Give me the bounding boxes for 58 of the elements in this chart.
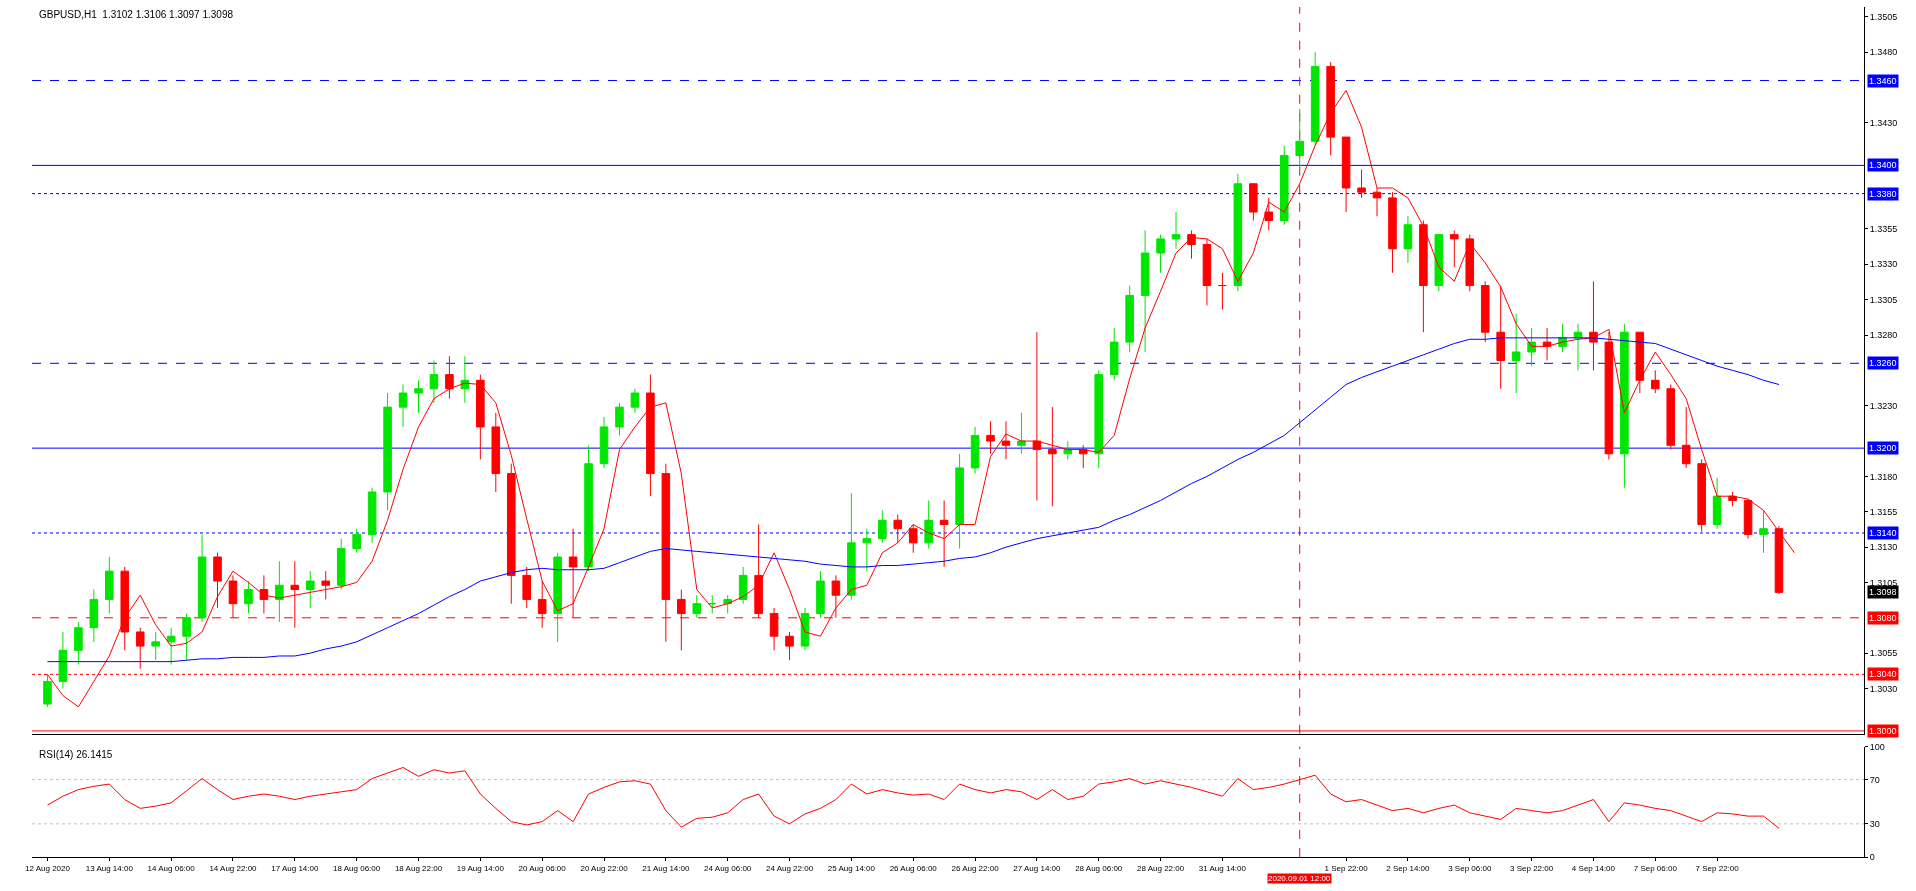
ref-line-label: 1.3200 [1869,443,1897,453]
ref-line-label: 1.3080 [1869,613,1897,623]
x-tick-label: 18 Aug 06:00 [333,863,381,873]
ref-line-label: 1.3460 [1869,76,1897,86]
x-tick-label: 4 Sep 14:00 [1571,863,1616,873]
y-tick-label: 1.3305 [1869,294,1898,305]
x-tick-label: 3 Sep 22:00 [1510,863,1554,873]
x-tick-label: 20 Aug 06:00 [518,863,567,873]
x-tick-label: 31 Aug 14:00 [1198,863,1247,873]
ref-line-label: 1.3000 [1869,726,1897,736]
x-tick-label: 2 Sep 14:00 [1386,863,1431,873]
y-tick-label: 1.3280 [1869,330,1898,341]
ref-line-label: 1.3140 [1869,528,1897,538]
x-tick-label: 26 Aug 06:00 [889,863,938,873]
y-tick-label: 0 [1869,852,1875,863]
y-tick-label: 70 [1869,774,1880,785]
x-tick-label: 20 Aug 22:00 [580,863,629,873]
ref-line-label: 1.3040 [1869,669,1897,679]
y-tick-label: 1.3030 [1869,683,1898,694]
x-tick-label: 24 Aug 06:00 [704,863,752,873]
x-tick-label: 19 Aug 14:00 [456,863,505,873]
chart-title: GBPUSD,H1 1.3102 1.3106 1.3097 1.3098 [39,9,234,20]
x-tick-label: 2020.09.01 12:00 [1268,874,1331,883]
x-tick-label: 7 Sep 06:00 [1633,863,1678,873]
x-tick-label: 27 Aug 14:00 [1013,863,1062,873]
y-tick-label: 1.3155 [1869,506,1898,517]
x-tick-label: 18 Aug 22:00 [394,863,443,873]
y-tick-label: 1.3330 [1869,259,1898,270]
chart-title: RSI(14) 26.1415 [39,749,113,760]
y-tick-label: 100 [1869,741,1885,752]
x-tick-label: 21 Aug 14:00 [642,863,690,873]
y-tick-label: 30 [1869,819,1880,829]
ref-line-label: 1.3400 [1869,160,1897,170]
y-tick-label: 1.3430 [1869,118,1898,129]
y-tick-label: 1.3230 [1869,400,1898,411]
x-tick-label: 3 Sep 06:00 [1448,863,1492,873]
x-tick-label: 25 Aug 14:00 [827,863,876,873]
y-tick-label: 1.3355 [1869,224,1898,235]
x-tick-label: 14 Aug 06:00 [147,863,196,873]
y-tick-label: 1.3130 [1869,542,1898,553]
x-tick-label: 26 Aug 22:00 [951,863,1000,873]
x-tick-label: 17 Aug 14:00 [271,863,319,873]
y-tick-label: 1.3105 [1869,577,1898,588]
x-tick-label: 28 Aug 22:00 [1136,863,1185,873]
y-tick-label: 1.3180 [1869,471,1898,482]
x-tick-label: 28 Aug 06:00 [1075,863,1123,873]
y-tick-label: 1.3055 [1869,648,1898,659]
text: 1.3098 [1869,587,1897,597]
y-tick-label: 1.3480 [1869,47,1898,58]
x-tick-label: 13 Aug 14:00 [85,863,134,873]
y-tick-label: 1.3505 [1869,12,1898,23]
ref-line-label: 1.3380 [1869,189,1897,199]
x-tick-label: 24 Aug 22:00 [765,863,814,873]
x-tick-label: 7 Sep 22:00 [1695,863,1740,873]
x-tick-label: 12 Aug 2020 [24,863,71,873]
x-tick-label: 14 Aug 22:00 [209,863,258,873]
x-tick-label: 1 Sep 22:00 [1324,863,1369,873]
ref-line-label: 1.3260 [1869,358,1897,368]
